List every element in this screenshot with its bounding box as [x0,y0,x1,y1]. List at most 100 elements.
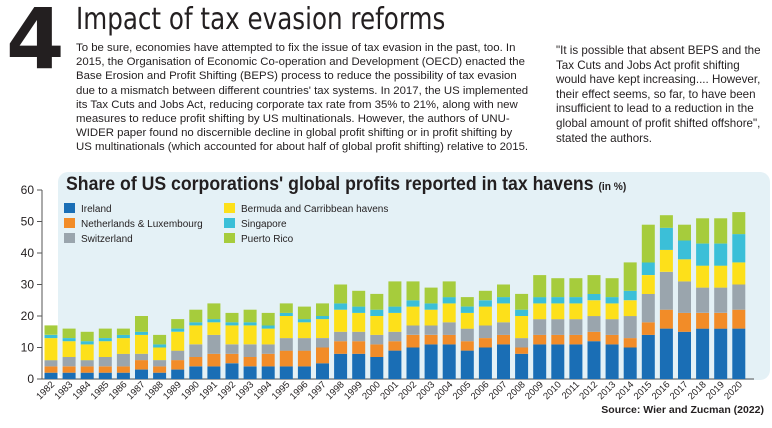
legend-swatch [64,203,75,213]
x-tick-label: 2014 [614,379,637,402]
bar-segment [243,344,257,357]
bar-segment [225,363,239,380]
bar-segment [352,312,366,332]
bar-segment [297,338,311,351]
bar-segment [279,338,293,351]
headline: Impact of tax evasion reforms [76,2,446,37]
bar-segment [225,353,239,364]
bar-segment [569,334,583,345]
bar-segment [62,341,76,357]
legend-swatch [64,218,75,228]
bar-segment [388,281,402,307]
x-tick-label: 2008 [505,379,528,402]
bar-segment [334,341,348,354]
bar-segment [352,353,366,379]
bar-segment [696,243,710,266]
bar-segment [424,303,438,310]
bar-segment [44,334,58,339]
bar-segment [189,322,203,326]
bar-segment [696,218,710,244]
bar-segment [515,293,529,310]
legend-item: Puerto Rico [224,233,293,246]
bar-segment [460,341,474,351]
bar-segment [297,306,311,320]
bar-segment [569,278,583,298]
legend-label: Singapore [241,219,287,230]
bar-segment [207,319,221,323]
bar-segment [714,243,728,266]
bar-segment [406,334,420,348]
bar-segment [370,344,384,357]
bar-segment [98,366,112,373]
bar-segment [497,303,510,323]
bar-segment [569,319,583,335]
bar-segment [189,309,203,323]
x-tick-label: 1997 [306,379,329,402]
legend-label: Ireland [81,204,112,215]
y-tick-label: 40 [21,246,35,260]
bar-segment [641,262,655,275]
bar-segment [587,316,601,332]
y-tick-label: 30 [21,278,35,292]
x-tick-label: 1995 [270,379,293,402]
bar-segment [80,341,94,345]
bar-segment [171,350,185,361]
bar-segment [605,303,619,320]
bar-segment [370,309,384,316]
chart-title: Share of US corporations' global profits… [66,174,626,198]
section-number: 4 [6,0,64,88]
bar-segment [623,262,637,291]
bar-segment [659,328,673,379]
bar-segment [551,334,565,345]
bar-segment [605,344,619,379]
bar-segment [207,353,221,367]
bar-segment [732,212,746,235]
y-tick-label: 60 [21,183,35,197]
bar-segment [153,360,167,367]
bar-segment [44,338,58,361]
bar-segment [515,309,529,316]
x-tick-label: 2015 [632,379,655,402]
x-tick-label: 1984 [71,379,94,402]
bar-segment [135,369,148,379]
bar-segment [551,297,565,304]
bar-segment [533,334,547,345]
bar-segment [587,341,601,379]
bar-segment [659,227,673,250]
legend-swatch [224,233,235,243]
bar-segment [732,328,746,379]
bar-segment [153,372,167,379]
source-note: Source: Wier and Zucman (2022) [601,404,764,416]
bar-segment [62,366,76,373]
bar-segment [478,338,492,348]
bar-segment [80,331,94,342]
bar-segment [569,297,583,304]
bar-segment [442,281,456,298]
bar-segment [207,366,221,379]
bar-segment [424,325,438,335]
bar-segment [352,331,366,342]
bar-segment [406,306,420,326]
x-tick-label: 2020 [722,379,745,402]
bar-segment [497,344,510,379]
bar-segment [678,240,691,260]
bar-segment [623,338,637,348]
bar-segment [189,366,203,379]
y-tick-label: 0 [27,372,34,386]
x-tick-label: 2019 [704,379,727,402]
x-tick-label: 1991 [197,379,220,402]
bar-segment [261,312,275,326]
bar-segment [334,284,348,304]
bar-segment [641,224,655,263]
bar-segment [279,303,293,313]
x-tick-label: 2017 [668,379,691,402]
bar-segment [714,265,728,288]
bar-segment [623,290,637,301]
bar-segment [714,312,728,329]
bar-segment [442,303,456,323]
body-paragraph: To be sure, economies have attempted to … [76,41,531,155]
bar-segment [696,312,710,329]
x-tick-label: 2006 [469,379,492,402]
bar-segment [243,366,257,379]
legend-swatch [224,218,235,228]
